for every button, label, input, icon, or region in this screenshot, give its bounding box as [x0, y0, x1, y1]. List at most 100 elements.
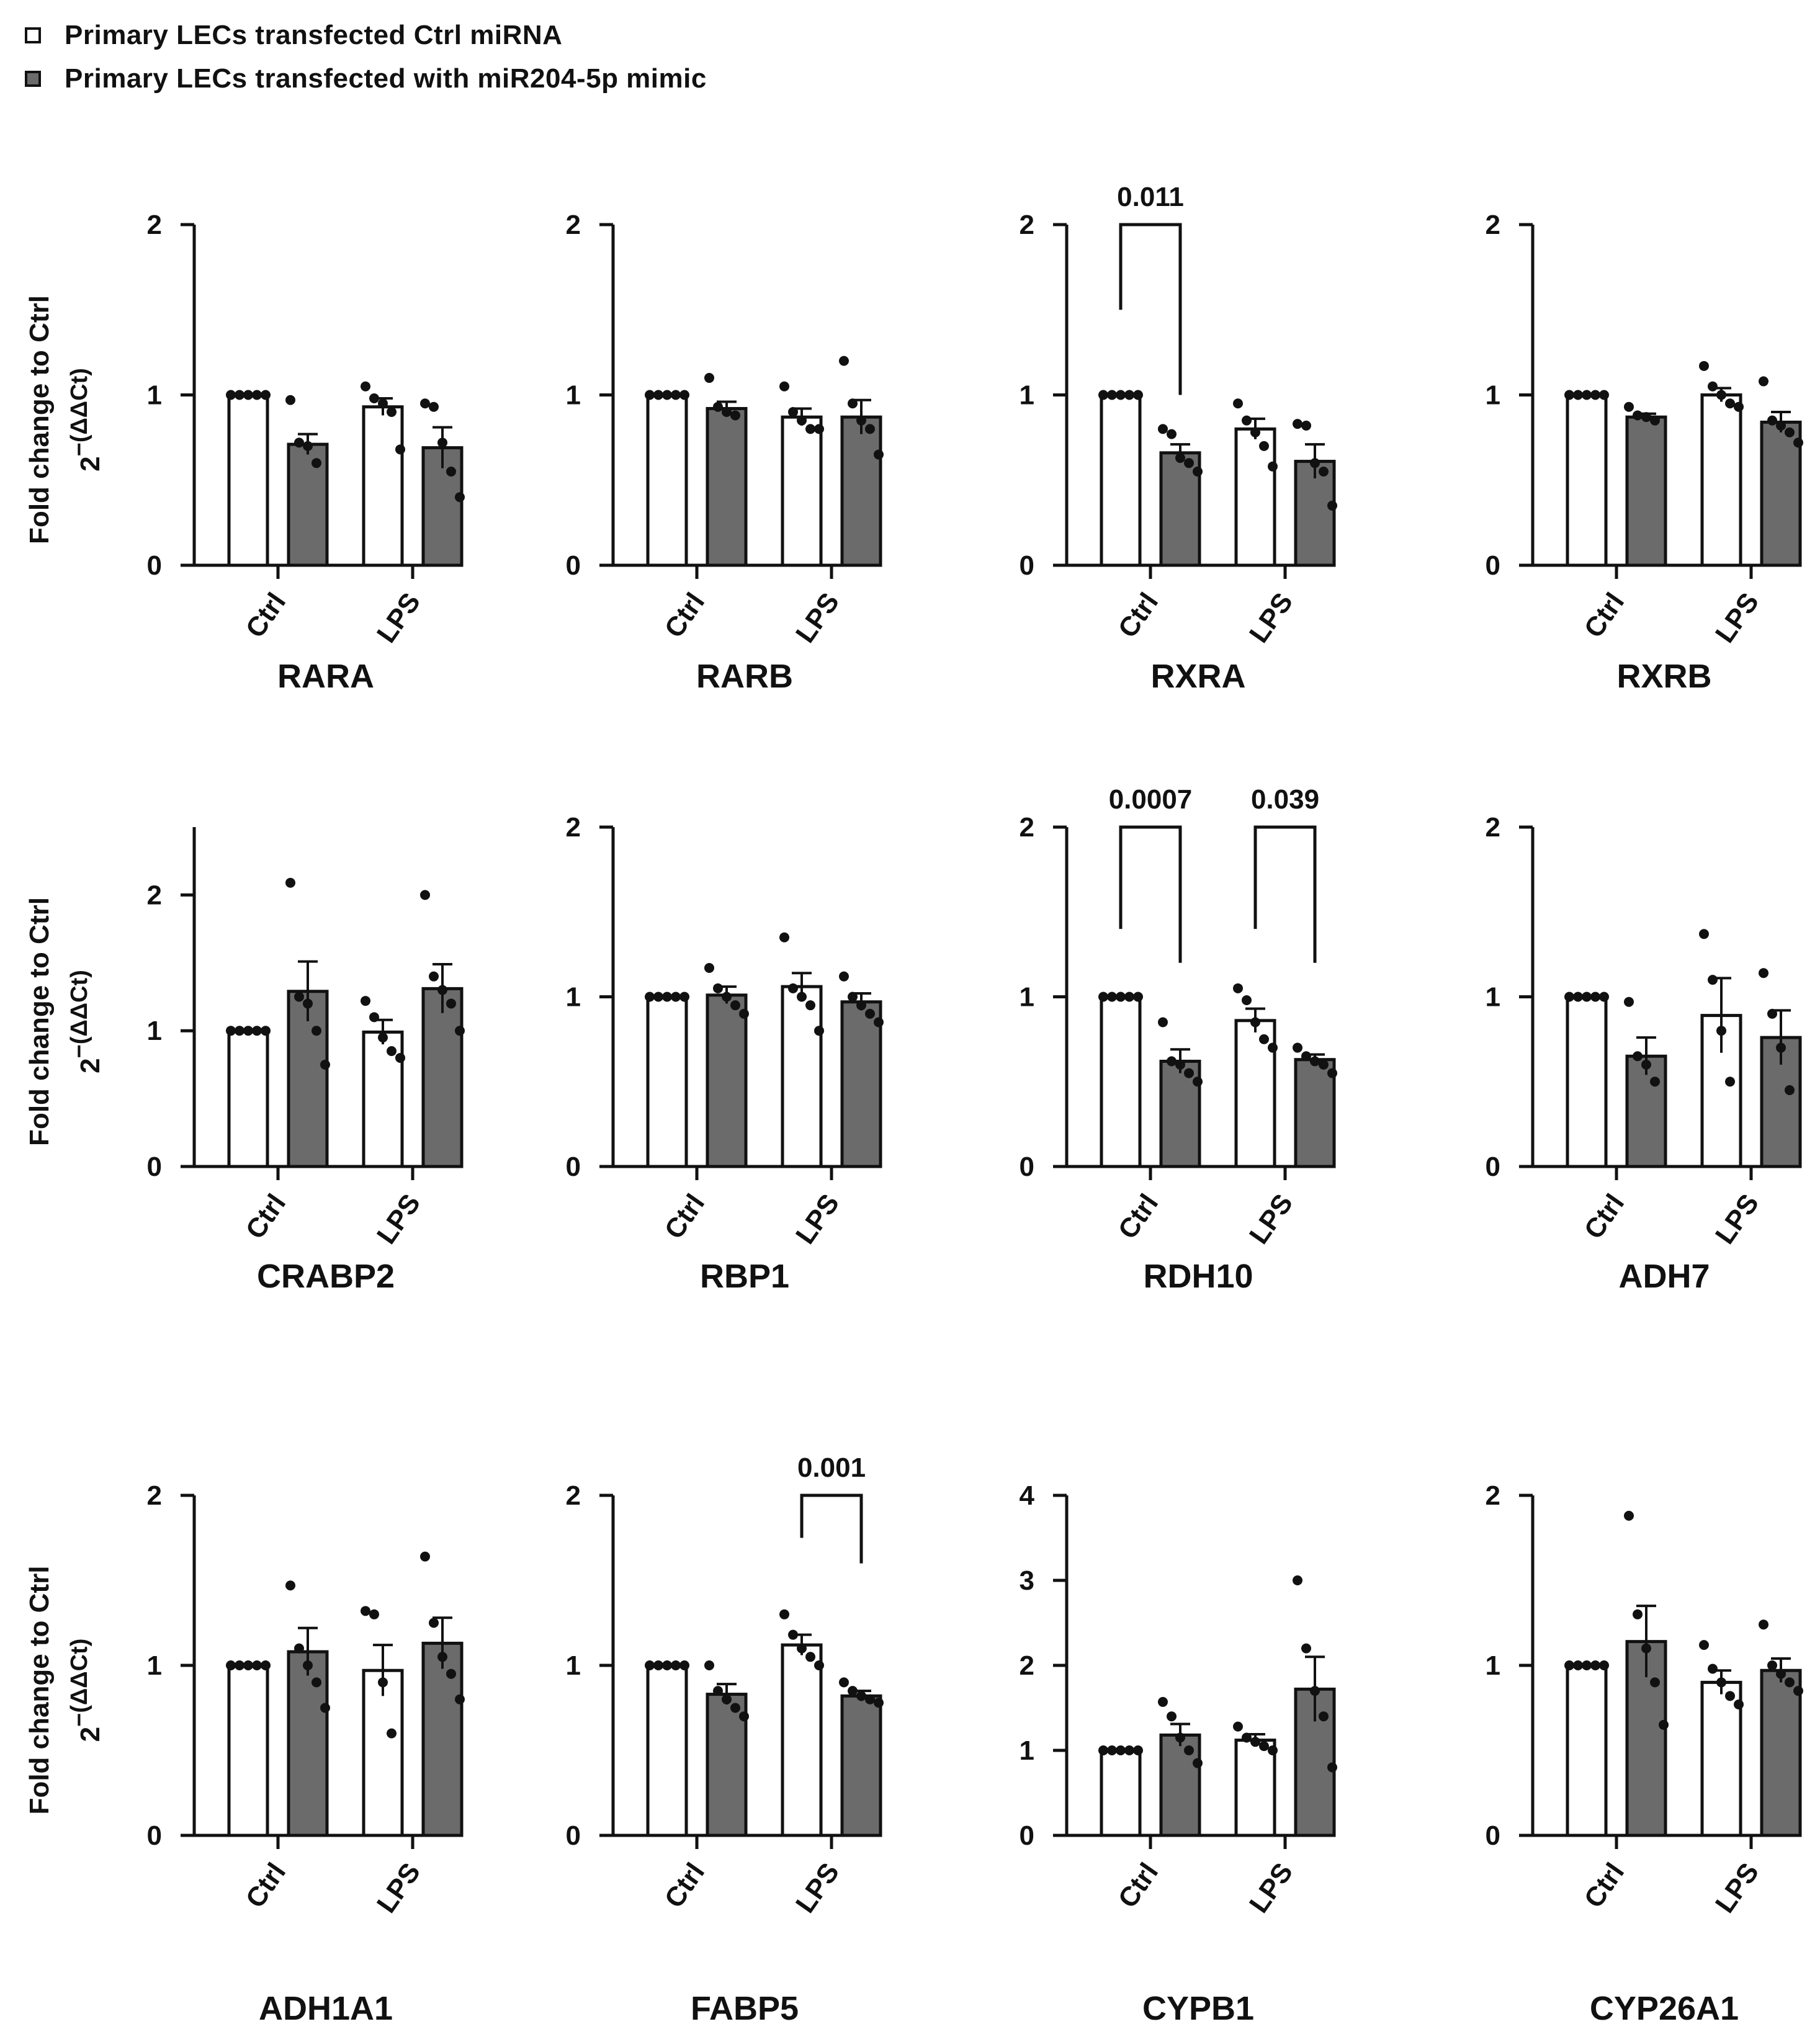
data-point-rdh10	[1116, 992, 1126, 1002]
data-point-cyp26a1	[1641, 1643, 1651, 1654]
data-point-rxra	[1193, 467, 1203, 477]
panel-crabp2: 0 1 2 Ctrl LPS CRABP2	[147, 827, 465, 1295]
data-point-rbp1	[679, 992, 689, 1002]
data-point-rdh10	[1259, 1034, 1269, 1044]
data-point-cyp26a1	[1734, 1699, 1744, 1710]
p-value-label-rxra: 0.011	[1117, 182, 1184, 212]
data-point-rbp1	[739, 1008, 749, 1019]
data-point-cyp26a1	[1725, 1691, 1735, 1701]
data-point-crabp2	[369, 1012, 379, 1023]
y-tick-label-rara: 2	[147, 210, 162, 240]
data-point-adh1a1	[285, 1580, 295, 1591]
data-point-rarb	[865, 424, 875, 434]
data-point-fabp5	[848, 1686, 858, 1696]
data-point-adh1a1	[294, 1643, 304, 1654]
bar-adh7-ctrl-s0	[1566, 995, 1608, 1168]
data-point-crabp2	[261, 1026, 271, 1036]
y-tick-label-cypb1: 1	[1020, 1735, 1034, 1766]
data-point-adh7	[1633, 1051, 1643, 1062]
data-point-rxra	[1259, 441, 1269, 451]
data-point-rxrb	[1793, 437, 1803, 448]
bar-rxrb-ctrl-s1	[1625, 415, 1667, 567]
data-point-rarb	[874, 449, 884, 460]
data-point-adh7	[1590, 992, 1600, 1002]
data-point-rdh10	[1167, 1056, 1177, 1067]
data-point-rara	[235, 390, 244, 400]
data-point-rbp1	[874, 1017, 884, 1028]
data-point-rarb	[848, 398, 858, 409]
legend-swatch-mimic	[25, 71, 41, 87]
data-point-cypb1	[1268, 1745, 1278, 1755]
data-point-fabp5	[856, 1691, 866, 1701]
data-point-rara	[455, 492, 465, 503]
data-point-rara	[387, 406, 397, 417]
data-point-cyp26a1	[1582, 1660, 1592, 1670]
data-point-cypb1	[1293, 1575, 1302, 1585]
y-tick-label-cyp26a1: 1	[1486, 1650, 1500, 1681]
data-point-cypb1	[1259, 1741, 1269, 1752]
y-tick-label-rdh10: 0	[1020, 1152, 1034, 1182]
data-point-rxrb	[1633, 410, 1643, 421]
data-point-adh1a1	[312, 1677, 321, 1688]
x-tick-label-fabp5: Ctrl	[659, 1858, 711, 1914]
data-point-rdh10	[1310, 1056, 1320, 1067]
bar-rxrb-lps-s1	[1760, 420, 1802, 567]
y-axis-label-row-1: Fold change to Ctrl 2−(ΔΔCt)	[24, 295, 105, 544]
data-point-rxrb	[1759, 376, 1768, 387]
data-point-rbp1	[865, 1008, 875, 1019]
bar-rxrb-lps-s0	[1700, 393, 1742, 567]
x-tick-label-rbp1: LPS	[790, 1189, 845, 1250]
bar-rarb-ctrl-s0	[646, 393, 688, 567]
x-tick-label-rxrb: Ctrl	[1579, 588, 1631, 643]
y-tick-label-cyp26a1: 2	[1486, 1480, 1500, 1511]
y-tick-label-rxra: 2	[1020, 210, 1034, 240]
data-point-rdh10	[1107, 992, 1117, 1002]
x-tick-label-adh7: Ctrl	[1579, 1189, 1631, 1245]
data-point-rxra	[1184, 458, 1194, 468]
bar-adh1a1-lps-s1	[421, 1641, 464, 1837]
data-point-rbp1	[805, 1000, 815, 1011]
p-value-label-fabp5: 0.001	[797, 1453, 866, 1483]
data-point-crabp2	[235, 1026, 244, 1036]
data-point-rdh10	[1233, 983, 1243, 993]
data-point-crabp2	[387, 1046, 397, 1057]
data-point-fabp5	[679, 1660, 689, 1670]
p-value-label-rdh10: 0.0007	[1109, 784, 1193, 815]
bar-adh1a1-ctrl-s0	[227, 1664, 269, 1837]
data-point-crabp2	[285, 877, 295, 888]
x-tick-label-cyp26a1: LPS	[1710, 1858, 1765, 1919]
data-point-adh1a1	[320, 1703, 330, 1713]
data-point-cypb1	[1098, 1745, 1108, 1755]
data-point-cyp26a1	[1624, 1510, 1634, 1521]
bar-cypb1-lps-s0	[1234, 1739, 1276, 1837]
data-point-adh1a1	[455, 1694, 465, 1704]
y-tick-label-rdh10: 1	[1020, 982, 1034, 1013]
chart-title-cyp26a1: CYP26A1	[1590, 1990, 1739, 2027]
data-point-rbp1	[704, 963, 714, 974]
data-point-fabp5	[839, 1677, 849, 1688]
data-point-rara	[243, 390, 253, 400]
data-point-rdh10	[1327, 1068, 1337, 1078]
data-point-cypb1	[1250, 1737, 1260, 1747]
y-axis-label-row-2: Fold change to Ctrl 2−(ΔΔCt)	[24, 897, 105, 1146]
data-point-rxrb	[1725, 398, 1735, 409]
legend: Primary LECs transfected Ctrl miRNA Prim…	[25, 14, 707, 101]
data-point-rxra	[1327, 500, 1337, 511]
data-point-fabp5	[730, 1703, 740, 1713]
chart-title-rbp1: RBP1	[700, 1258, 789, 1295]
panel-rara: 0 1 2 Ctrl LPS RARA	[147, 210, 465, 695]
data-point-rbp1	[730, 1000, 740, 1011]
data-point-cypb1	[1233, 1721, 1243, 1732]
data-point-cypb1	[1301, 1643, 1311, 1654]
data-point-rdh10	[1250, 1017, 1260, 1028]
chart-title-rxrb: RXRB	[1616, 658, 1711, 695]
bar-adh7-ctrl-s1	[1625, 1054, 1667, 1168]
y-tick-label-rarb: 2	[566, 210, 581, 240]
x-tick-label-crabp2: Ctrl	[240, 1189, 292, 1245]
chart-title-cypb1: CYPB1	[1142, 1990, 1254, 2027]
data-point-rarb	[779, 381, 789, 392]
y-tick-label-adh7: 1	[1486, 982, 1500, 1013]
x-tick-label-fabp5: LPS	[790, 1858, 845, 1919]
data-point-rara	[369, 393, 379, 403]
